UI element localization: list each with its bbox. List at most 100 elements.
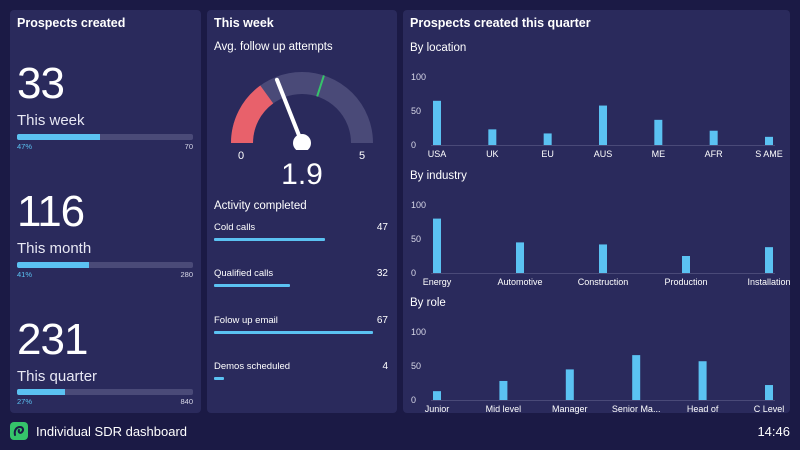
kpi-week: 33 This week 47% 70: [17, 59, 193, 151]
gauge-target-marker: [316, 75, 325, 97]
kpi-progress-bar: [17, 134, 193, 140]
kpi-quarter: 231 This quarter 27% 840: [17, 315, 193, 406]
bar: [433, 391, 441, 400]
kpi-progress-bar: [17, 389, 193, 395]
industry-bar-chart: By industry 100 50 0 Energy Automotive Constru…: [410, 170, 790, 287]
x-tick-label: Production: [664, 277, 707, 287]
bar: [765, 247, 773, 273]
role-bar-chart: By role 100 50 0 Junior Mid level Manager Senio…: [410, 297, 785, 414]
kpi-value: 33: [17, 59, 65, 108]
location-bar-chart: By location 100 50 0 USA UK EU AUS ME AFR S AME: [410, 42, 783, 159]
kpi-label: This month: [17, 240, 92, 257]
x-tick-label: USA: [428, 149, 447, 159]
x-tick-label: EU: [541, 149, 554, 159]
kpi-label: This quarter: [17, 368, 98, 385]
kpi-progress-bar: [17, 262, 193, 268]
activity-label: Cold calls: [214, 222, 256, 233]
y-tick-label: 50: [411, 234, 421, 244]
app-logo-icon: [10, 422, 28, 440]
activity-bar: [214, 284, 290, 287]
activity-item: Cold calls 47: [214, 222, 388, 241]
gauge-min: 0: [238, 150, 245, 162]
kpi-percent: 41%: [17, 270, 33, 279]
bar: [599, 105, 607, 145]
gauge-title: Avg. follow up attempts: [214, 41, 333, 53]
bar: [599, 244, 607, 273]
clock: 14:46: [757, 424, 790, 439]
x-tick-label: Senior Ma...: [612, 404, 661, 414]
quarter-panel: Prospects created this quarter By locati…: [403, 10, 790, 414]
y-tick-label: 0: [411, 395, 416, 405]
kpi-label: This week: [17, 112, 85, 129]
y-tick-label: 100: [411, 72, 426, 82]
y-tick-label: 50: [411, 106, 421, 116]
kpi-progress-fill: [17, 389, 65, 395]
x-tick-label: Mid level: [486, 404, 522, 414]
gauge-max: 5: [359, 150, 366, 162]
bar: [709, 130, 718, 145]
footer-bar: Individual SDR dashboard 14:46: [0, 418, 800, 450]
activity-bar: [214, 238, 325, 241]
x-tick-label: Energy: [423, 277, 452, 287]
kpi-month: 116 This month 41% 280: [17, 187, 193, 279]
chart-title: By industry: [410, 170, 467, 182]
bar: [765, 136, 773, 145]
x-tick-label: Automotive: [497, 277, 542, 287]
y-tick-label: 100: [411, 327, 426, 337]
bar: [433, 100, 441, 145]
bar: [698, 361, 707, 400]
kpi-value: 231: [17, 315, 88, 364]
dashboard-title: Individual SDR dashboard: [36, 424, 188, 439]
activity-item: Qualified calls 32: [214, 268, 388, 287]
bar: [488, 129, 497, 145]
bar: [433, 218, 441, 273]
panel-title: Prospects created: [17, 16, 126, 30]
activity-item: Folow up email 67: [214, 315, 388, 334]
kpi-progress-fill: [17, 262, 90, 268]
activity-label: Demos scheduled: [214, 361, 291, 372]
kpi-percent: 47%: [17, 142, 33, 151]
activity-title: Activity completed: [214, 200, 307, 212]
x-tick-label: Junior: [425, 404, 450, 414]
kpi-max: 70: [184, 142, 193, 151]
bar: [543, 133, 552, 145]
this-week-panel: This week Avg. follow up attempts 0 5 1.…: [207, 10, 397, 413]
activity-label: Folow up email: [214, 315, 278, 326]
activity-bar: [214, 331, 373, 334]
x-tick-label: ME: [652, 149, 666, 159]
activity-label: Qualified calls: [214, 268, 274, 279]
activity-bar: [214, 377, 224, 380]
panel-title: This week: [214, 16, 274, 30]
gauge-value: 1.9: [281, 158, 323, 191]
activity-value: 4: [382, 361, 388, 372]
gauge-red-zone: [231, 85, 274, 144]
activity-value: 67: [376, 315, 388, 326]
kpi-max: 840: [180, 397, 193, 406]
kpi-percent: 27%: [17, 397, 33, 406]
x-tick-label: S AME: [755, 149, 783, 159]
activity-item: Demos scheduled 4: [214, 361, 388, 380]
activity-value: 47: [376, 222, 388, 233]
x-tick-label: Head of: [687, 404, 719, 414]
kpi-value: 116: [17, 187, 85, 236]
panel-title: Prospects created this quarter: [410, 16, 591, 30]
y-tick-label: 100: [411, 200, 426, 210]
x-tick-label: C Level: [754, 404, 785, 414]
kpi-max: 280: [180, 270, 193, 279]
bar: [654, 119, 663, 145]
y-tick-label: 0: [411, 268, 416, 278]
bar: [682, 256, 690, 273]
bar: [516, 242, 524, 273]
bar: [632, 355, 641, 400]
gauge-chart: [231, 72, 373, 150]
y-tick-label: 50: [411, 361, 421, 371]
bar: [565, 369, 574, 400]
gauge-hub: [293, 134, 311, 150]
bar: [765, 385, 773, 400]
x-tick-label: AUS: [594, 149, 613, 159]
x-tick-label: UK: [486, 149, 499, 159]
gauge-needle: [274, 77, 304, 145]
kpi-progress-fill: [17, 134, 100, 140]
y-tick-label: 0: [411, 140, 416, 150]
x-tick-label: Construction: [578, 277, 629, 287]
